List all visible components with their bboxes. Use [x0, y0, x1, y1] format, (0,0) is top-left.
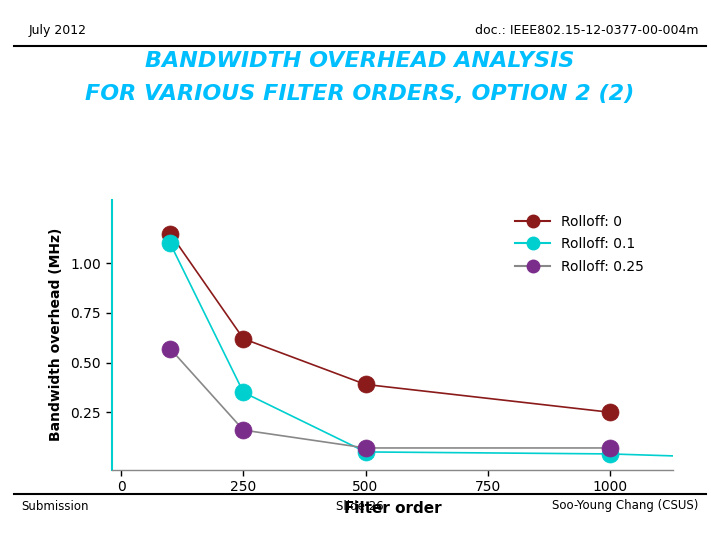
- X-axis label: Filter order: Filter order: [343, 501, 441, 516]
- Point: [360, 444, 372, 453]
- Point: [238, 388, 249, 397]
- Text: Submission: Submission: [22, 500, 89, 512]
- Point: [360, 448, 372, 456]
- Text: Soo-Young Chang (CSUS): Soo-Young Chang (CSUS): [552, 500, 698, 512]
- Text: July 2012: July 2012: [29, 24, 87, 37]
- Point: [238, 334, 249, 343]
- Point: [360, 380, 372, 389]
- Point: [604, 450, 616, 458]
- Text: Slide 26: Slide 26: [336, 500, 384, 512]
- Text: doc.: IEEE802.15-12-0377-00-004m: doc.: IEEE802.15-12-0377-00-004m: [475, 24, 698, 37]
- Point: [164, 230, 176, 238]
- Point: [604, 408, 616, 416]
- Text: FOR VARIOUS FILTER ORDERS, OPTION 2 (2): FOR VARIOUS FILTER ORDERS, OPTION 2 (2): [86, 84, 634, 104]
- Legend: Rolloff: 0, Rolloff: 0.1, Rolloff: 0.25: Rolloff: 0, Rolloff: 0.1, Rolloff: 0.25: [510, 210, 649, 279]
- Point: [164, 345, 176, 353]
- Text: BANDWIDTH OVERHEAD ANALYSIS: BANDWIDTH OVERHEAD ANALYSIS: [145, 51, 575, 71]
- Y-axis label: Bandwidth overhead (MHz): Bandwidth overhead (MHz): [50, 228, 63, 442]
- Point: [604, 444, 616, 453]
- Point: [238, 426, 249, 434]
- Point: [164, 239, 176, 248]
